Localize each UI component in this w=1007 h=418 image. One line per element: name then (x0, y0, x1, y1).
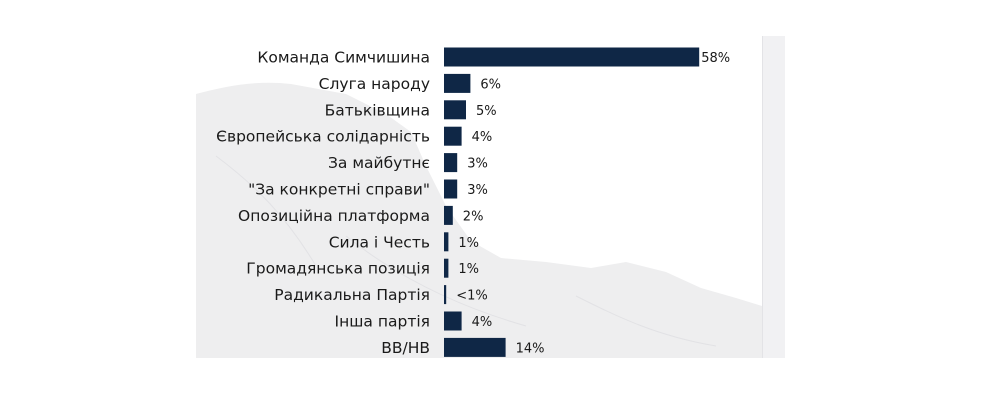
value-labels: 58% 6% 5% 4% 3% 3% 2% 1% 1% <1% 4% 14% (456, 51, 730, 356)
category-label: ВВ/НВ (381, 339, 430, 357)
value-label: 4% (472, 315, 493, 330)
value-label: 6% (480, 77, 501, 92)
category-label: Громадянська позиція (246, 260, 430, 278)
bar (444, 311, 462, 331)
bar (444, 179, 458, 199)
bar (444, 153, 458, 173)
bar (444, 100, 466, 120)
value-label: 1% (458, 262, 479, 277)
category-label: За майбутнє (328, 154, 430, 172)
bars (444, 47, 700, 357)
map-shape (196, 82, 762, 358)
value-label: <1% (456, 289, 488, 304)
value-label: 5% (476, 104, 497, 119)
value-label: 2% (463, 209, 484, 224)
map-region-border (215, 155, 717, 347)
value-label: 1% (458, 236, 479, 251)
bar (444, 258, 449, 278)
bar (444, 47, 700, 67)
category-labels: Команда Симчишина Слуга народу Батьківщина… (216, 49, 430, 357)
bar (444, 337, 506, 357)
side-strip (762, 36, 785, 358)
bar (444, 232, 449, 252)
category-label: Радикальна Партія (274, 286, 430, 304)
map-background (196, 82, 762, 358)
category-label: Інша партія (335, 313, 430, 331)
bar-chart: Команда Симчишина Слуга народу Батьківщина… (196, 47, 762, 358)
category-label: "За конкретні справи" (248, 181, 430, 199)
category-label: Команда Симчишина (257, 49, 430, 67)
bar (444, 73, 471, 93)
category-label: Опозиційна платформа (238, 207, 430, 225)
category-label: Батьківщина (325, 101, 430, 119)
value-label: 4% (472, 130, 493, 145)
value-label: 3% (467, 157, 488, 172)
chart-panel: Команда Симчишина Слуга народу Батьківщина… (196, 36, 762, 358)
bar (444, 205, 453, 225)
bar (444, 285, 447, 305)
category-label: Сила і Честь (329, 233, 430, 251)
value-label: 14% (516, 341, 545, 356)
value-label: 58% (701, 51, 730, 66)
category-label: Слуга народу (319, 75, 430, 93)
bar (444, 126, 462, 146)
value-label: 3% (467, 183, 488, 198)
category-label: Європейська солідарність (216, 128, 430, 146)
